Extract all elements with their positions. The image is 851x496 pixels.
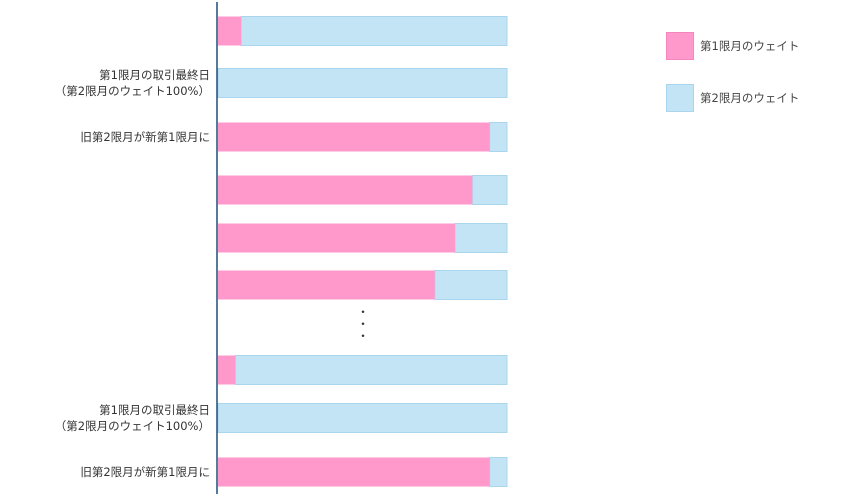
bar-series2-row-8: [217, 403, 508, 433]
legend-label-series2: 第2限月のウェイト: [700, 91, 800, 105]
row-label-3: 旧第2限月が新第1限月に: [80, 130, 210, 144]
legend-label-series1: 第1限月のウェイト: [700, 39, 800, 53]
row-label-2: 第1限月の取引最終日 （第2限月のウェイト100%）: [54, 68, 210, 98]
bar-series2-row-2: [217, 68, 508, 98]
bar-series1-row-7: [218, 355, 236, 385]
legend-item-series2: 第2限月のウェイト: [666, 84, 799, 112]
legend-swatch-series1: [666, 32, 694, 60]
legend-swatch-series2: [666, 84, 694, 112]
bar-series2-row-1: [240, 16, 508, 46]
bar-series2-row-5: [454, 223, 508, 253]
bar-series2-row-4: [471, 175, 508, 205]
bars-group: [217, 16, 508, 487]
bar-series2-row-6: [434, 270, 508, 300]
row-label-8: 第1限月の取引最終日 （第2限月のウェイト100%）: [54, 403, 210, 433]
bar-series1-row-6: [218, 270, 435, 300]
bar-series1-row-9: [218, 457, 490, 487]
bar-series2-row-9: [489, 457, 508, 487]
bar-series1-row-1: [218, 16, 242, 46]
bar-series1-row-4: [218, 175, 473, 205]
bar-series1-row-3: [218, 122, 490, 152]
bar-series2-row-7: [234, 355, 508, 385]
bar-series2-row-3: [489, 122, 508, 152]
legend-item-series1: 第1限月のウェイト: [666, 32, 799, 60]
ellipsis-marker: ・ ・ ・: [357, 305, 370, 343]
row-label-9: 旧第2限月が新第1限月に: [80, 465, 210, 479]
bar-series1-row-5: [218, 223, 455, 253]
